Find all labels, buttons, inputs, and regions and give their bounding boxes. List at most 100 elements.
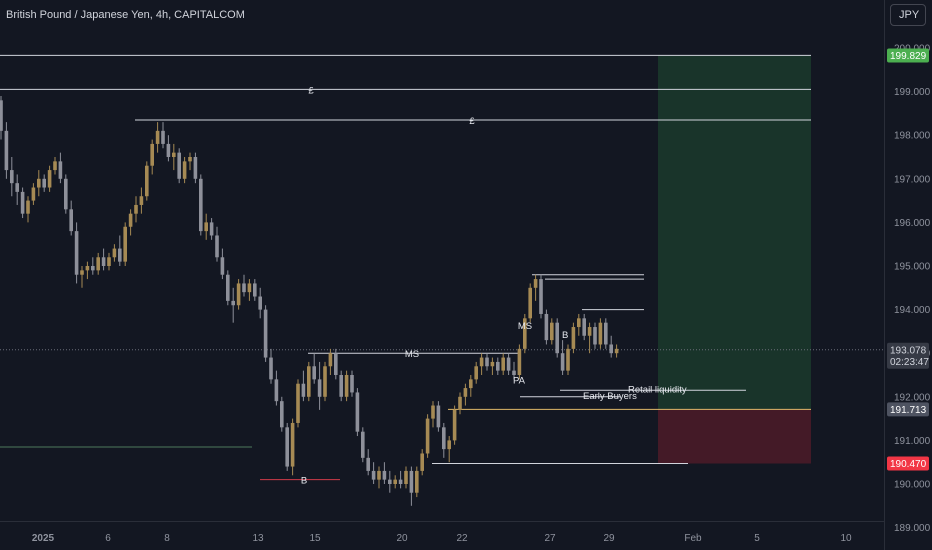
candle-body [199, 178, 203, 232]
drawing-label: MS [405, 349, 419, 360]
candle-body [393, 479, 397, 484]
candle-body [566, 348, 570, 371]
candle-body [215, 235, 219, 258]
candle-body [47, 170, 52, 188]
candle-body [404, 470, 408, 484]
candle-body [101, 257, 106, 266]
candle-body [517, 348, 522, 375]
candle-body [193, 157, 198, 179]
target-price-tag-bg [887, 48, 929, 63]
candle-body [458, 396, 462, 410]
time-tick-label: 13 [252, 533, 264, 544]
candle-body [577, 318, 581, 328]
candle-body [452, 409, 457, 441]
candle-body [85, 266, 90, 271]
current-price-tag-countdown: 02:23:47 [890, 357, 929, 368]
candle-body [161, 130, 165, 144]
candle-body [64, 178, 68, 210]
drawing-label: B [301, 476, 307, 487]
candle-body [485, 357, 489, 367]
candle-body [571, 327, 576, 349]
candle-body [155, 130, 160, 144]
candle-body [236, 283, 241, 306]
candle-body [334, 353, 338, 375]
candle-body [182, 161, 187, 179]
candle-body [479, 357, 484, 367]
candle-body [112, 248, 117, 258]
entry-price-tag: 191.713 [890, 405, 927, 416]
time-tick-label: 29 [603, 533, 615, 544]
candle-body [263, 309, 268, 358]
price-tick-label: 197.000 [894, 174, 931, 185]
candle-body [463, 388, 468, 397]
candle-body [544, 313, 549, 341]
profit-zone [658, 55, 811, 410]
candle-body [118, 248, 122, 262]
current-price-tag-bg [887, 342, 929, 369]
loss-zone [658, 409, 811, 464]
time-tick-label: 8 [164, 533, 170, 544]
candle-body [409, 470, 414, 493]
drawing-label: MS [518, 321, 532, 332]
candle-body [150, 143, 154, 166]
candle-body [501, 357, 505, 371]
drawing-label: Retail liquidity [628, 384, 687, 395]
price-tick-label: 199.000 [894, 87, 931, 98]
target-price-tag: 199.829 [890, 51, 927, 62]
current-price-tag: 193.078 [890, 345, 927, 356]
candle-body [382, 470, 387, 480]
candle-body [220, 257, 225, 275]
price-tick-label: 198.000 [894, 131, 931, 142]
candle-body [420, 453, 424, 471]
candle-body [328, 353, 333, 367]
candle-body [177, 152, 181, 179]
candle-body [123, 226, 127, 262]
candle-body [317, 379, 322, 397]
price-tick-label: 196.000 [894, 218, 931, 229]
candle-body [555, 322, 559, 354]
candle-body [242, 283, 246, 293]
candle-body [361, 431, 365, 458]
candle-body [139, 196, 144, 205]
candle-body [74, 231, 79, 275]
candle-body [614, 348, 619, 354]
drawing-label: £ [308, 85, 314, 96]
candle-body [469, 379, 473, 389]
candle-body [533, 279, 538, 288]
candle-body [312, 366, 316, 380]
candle-body [209, 222, 214, 236]
candle-body [253, 283, 257, 297]
candle-body [226, 274, 230, 301]
candle-body [269, 357, 273, 380]
candle-body [339, 375, 343, 397]
candle-body [436, 405, 441, 428]
candle-body [447, 440, 451, 450]
time-tick-label: 15 [309, 533, 321, 544]
time-tick-label: Feb [684, 533, 702, 544]
price-tick-label: 194.000 [894, 305, 931, 316]
currency-button[interactable]: JPY [890, 4, 926, 26]
candle-body [425, 418, 430, 454]
candle-body [398, 479, 403, 484]
candle-body [301, 383, 306, 397]
candle-body [37, 178, 41, 188]
candle-body [172, 152, 176, 157]
candle-body [539, 279, 543, 314]
candle-body [593, 327, 597, 345]
candle-body [31, 187, 36, 201]
candle-body [377, 470, 381, 480]
candle-body [15, 183, 19, 192]
price-tick-label: 192.000 [894, 392, 931, 403]
candle-body [166, 143, 171, 157]
time-tick-label: 2025 [32, 533, 55, 544]
candle-body [247, 283, 252, 293]
symbol-title: British Pound / Japanese Yen, 4h, CAPITA… [6, 9, 245, 21]
candle-body [388, 479, 392, 484]
drawing-label: B [562, 330, 568, 341]
candle-body [490, 361, 495, 367]
candle-body [587, 327, 592, 336]
candle-body [53, 161, 57, 171]
entry-price-tag-bg [887, 402, 929, 417]
candle-body [204, 222, 208, 232]
